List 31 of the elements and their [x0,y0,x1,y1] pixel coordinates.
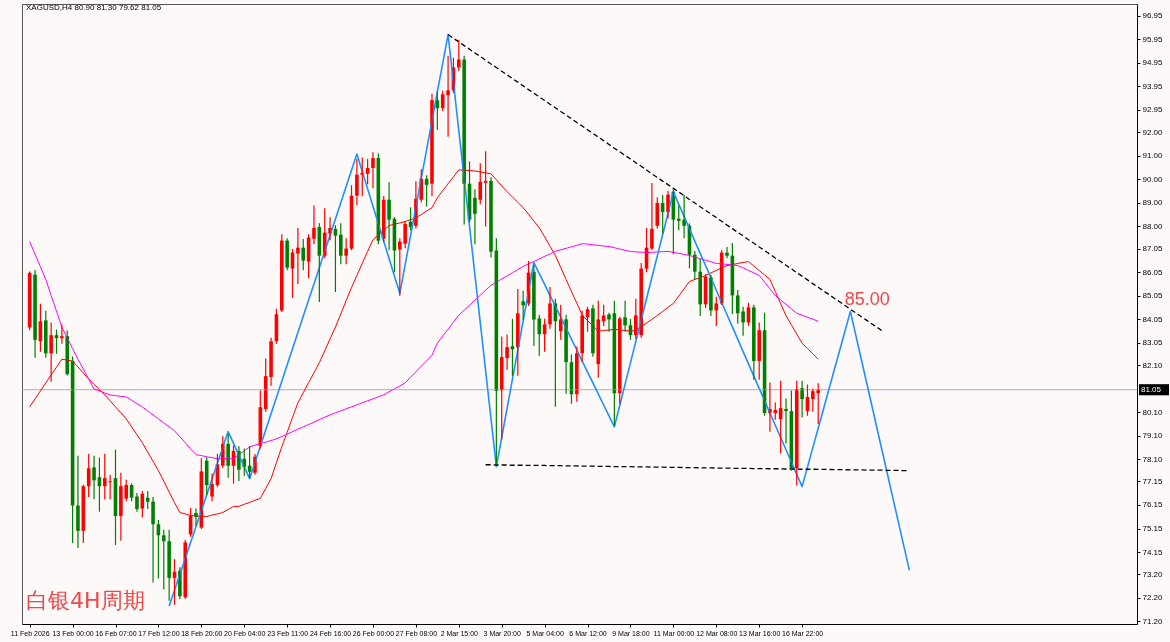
y-tick-label: 74.15 [1142,547,1164,557]
y-tick-label: 96.95 [1142,11,1164,21]
y-tick-label: 76.15 [1142,500,1164,510]
y-tick-label: 75.15 [1142,524,1164,534]
y-tick-label: 72.20 [1142,593,1164,603]
line-series [168,33,911,607]
y-tick-label: 92.95 [1142,105,1164,115]
y-tick-label: 95.95 [1142,34,1164,44]
y-tick-label: 83.05 [1142,338,1164,348]
y-tick-label: 89.00 [1142,198,1164,208]
y-tick-label: 86.05 [1142,267,1164,277]
y-tick-label: 91.00 [1142,151,1164,161]
y-tick-label: 71.20 [1142,616,1164,626]
y-tick-label: 79.10 [1142,431,1164,441]
y-tick-label: 88.00 [1142,221,1164,231]
y-tick-label: 82.10 [1142,360,1164,370]
y-tick-label: 85.05 [1142,291,1164,301]
y-tick-label: 77.15 [1142,476,1164,486]
ref-line-label: 81.05 [1141,384,1162,394]
annotation: 白银4H周期 [26,588,145,613]
y-tick-label: 94.95 [1142,58,1164,68]
annotation: 85.00 [844,289,890,309]
y-tick-label: 92.00 [1142,127,1164,137]
y-tick-label: 78.10 [1142,454,1164,464]
y-tick-label: 80.10 [1142,407,1164,417]
y-tick-label: 90.00 [1142,174,1164,184]
y-tick-label: 87.05 [1142,244,1164,254]
y-tick-label: 84.05 [1142,314,1164,324]
chart-title: XAGUSD,H4 80.90 81.30 79.62 81.05 [26,3,162,12]
y-tick-label: 73.20 [1142,569,1164,579]
y-tick-label: 93.95 [1142,81,1164,91]
